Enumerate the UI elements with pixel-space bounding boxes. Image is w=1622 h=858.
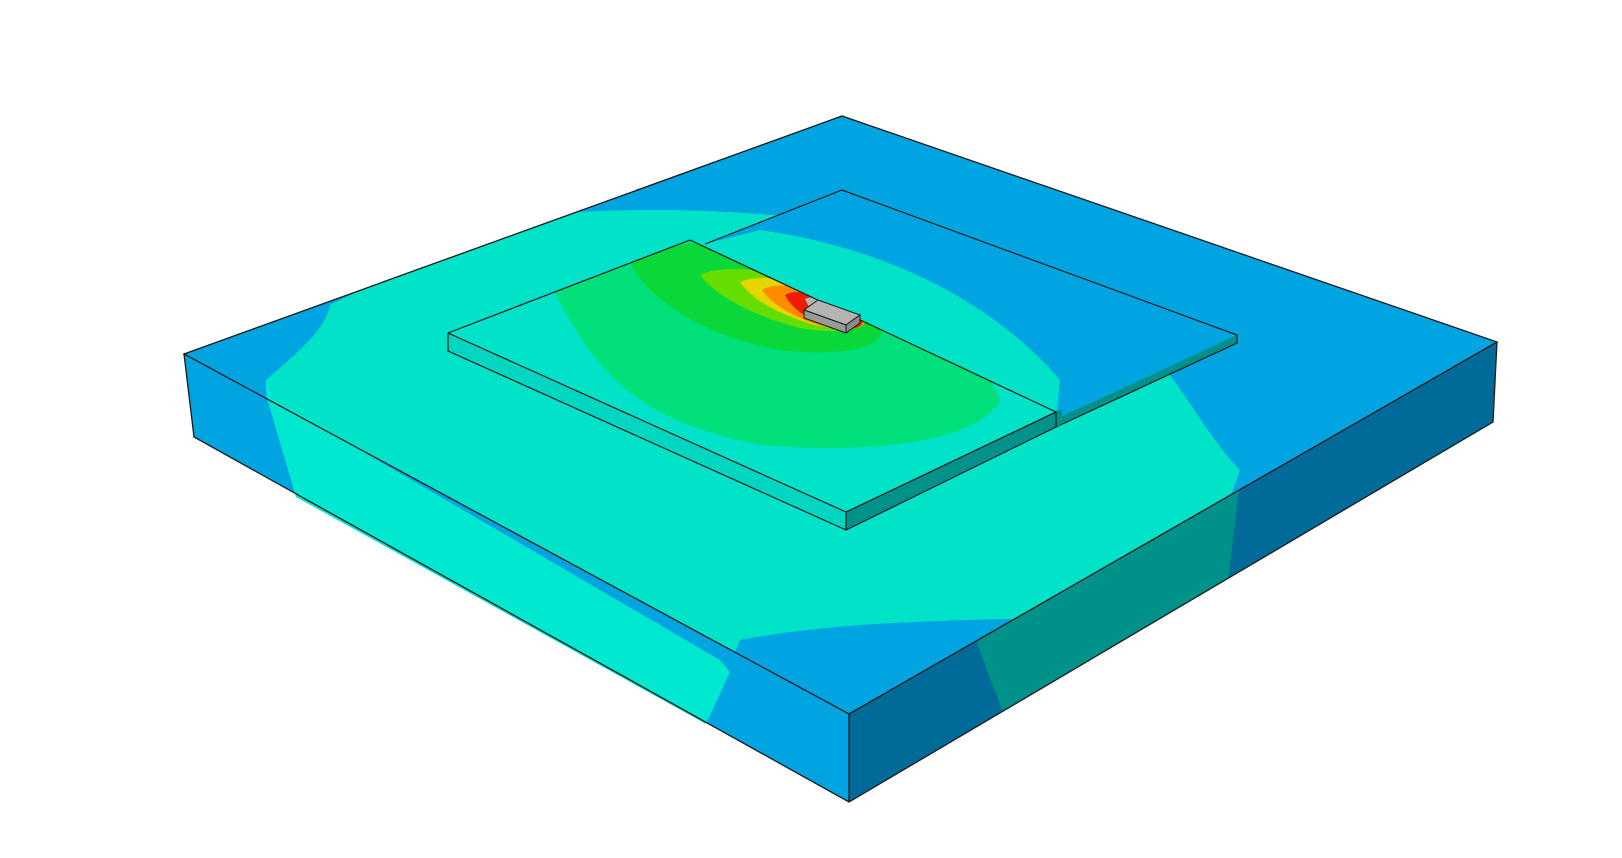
front-side-cyan-face <box>266 395 730 724</box>
base-block-edges <box>182 115 1499 803</box>
front-plate <box>447 239 1062 531</box>
heat-source-block <box>802 299 862 334</box>
